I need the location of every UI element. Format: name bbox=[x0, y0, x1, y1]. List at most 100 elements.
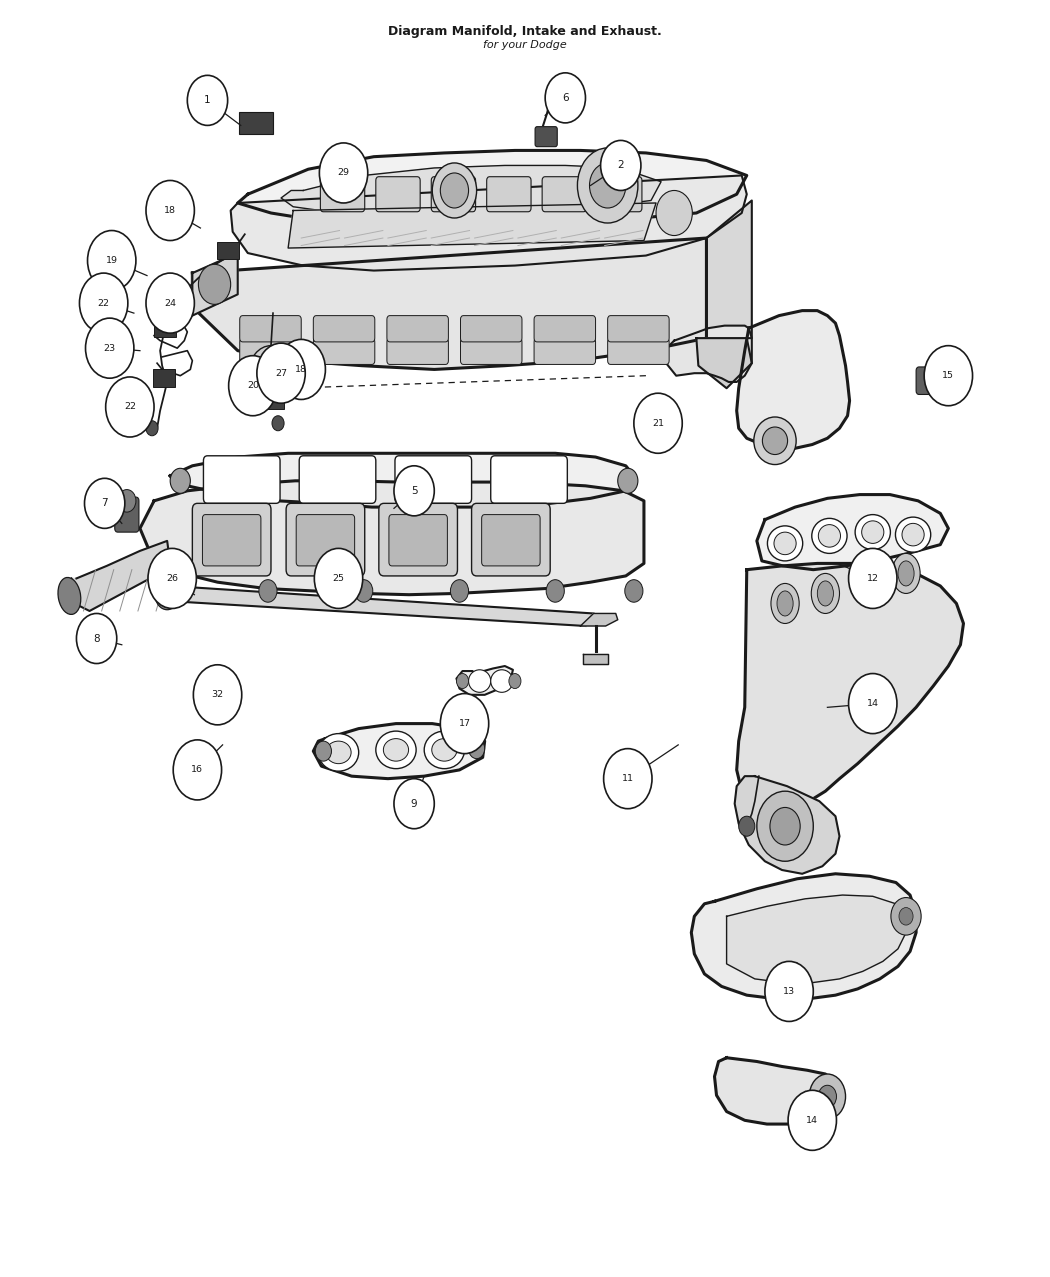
Ellipse shape bbox=[817, 581, 834, 607]
Text: 17: 17 bbox=[459, 719, 470, 728]
Circle shape bbox=[634, 393, 682, 453]
FancyBboxPatch shape bbox=[482, 515, 540, 566]
Circle shape bbox=[106, 377, 154, 437]
Ellipse shape bbox=[896, 517, 930, 552]
Circle shape bbox=[770, 807, 800, 845]
Text: 20: 20 bbox=[247, 382, 259, 391]
Polygon shape bbox=[140, 481, 644, 595]
Text: 27: 27 bbox=[275, 369, 287, 378]
FancyBboxPatch shape bbox=[536, 126, 558, 147]
Ellipse shape bbox=[852, 563, 880, 604]
FancyBboxPatch shape bbox=[376, 176, 420, 212]
Polygon shape bbox=[735, 776, 840, 873]
FancyBboxPatch shape bbox=[239, 315, 301, 342]
Polygon shape bbox=[192, 253, 237, 315]
FancyBboxPatch shape bbox=[264, 395, 285, 410]
Polygon shape bbox=[237, 151, 747, 229]
Polygon shape bbox=[707, 200, 752, 338]
Circle shape bbox=[80, 273, 128, 333]
Ellipse shape bbox=[326, 741, 351, 764]
Polygon shape bbox=[714, 1057, 836, 1124]
Text: 8: 8 bbox=[93, 633, 100, 644]
Text: 25: 25 bbox=[333, 573, 344, 582]
Circle shape bbox=[193, 665, 242, 725]
Circle shape bbox=[818, 1085, 837, 1107]
Circle shape bbox=[440, 693, 488, 753]
Text: 19: 19 bbox=[106, 257, 118, 266]
Text: 5: 5 bbox=[411, 485, 418, 495]
FancyBboxPatch shape bbox=[296, 515, 355, 566]
Circle shape bbox=[899, 908, 914, 925]
Ellipse shape bbox=[754, 418, 796, 465]
FancyBboxPatch shape bbox=[166, 286, 188, 303]
Circle shape bbox=[468, 738, 485, 759]
Polygon shape bbox=[581, 613, 617, 626]
Circle shape bbox=[924, 346, 972, 406]
Ellipse shape bbox=[812, 518, 847, 553]
Circle shape bbox=[617, 469, 638, 493]
Text: 16: 16 bbox=[191, 765, 204, 774]
Ellipse shape bbox=[468, 669, 490, 692]
FancyBboxPatch shape bbox=[432, 176, 476, 212]
Circle shape bbox=[259, 580, 277, 603]
Ellipse shape bbox=[862, 521, 884, 544]
Circle shape bbox=[890, 898, 921, 935]
Ellipse shape bbox=[432, 738, 457, 761]
Circle shape bbox=[84, 479, 125, 529]
Circle shape bbox=[394, 779, 435, 829]
Text: 2: 2 bbox=[617, 161, 624, 170]
Polygon shape bbox=[192, 238, 707, 369]
FancyBboxPatch shape bbox=[388, 515, 447, 566]
Text: 29: 29 bbox=[337, 169, 350, 178]
Circle shape bbox=[764, 962, 814, 1022]
Polygon shape bbox=[691, 873, 916, 999]
Ellipse shape bbox=[768, 526, 802, 561]
Text: 9: 9 bbox=[411, 798, 418, 808]
Ellipse shape bbox=[771, 584, 799, 623]
Circle shape bbox=[277, 340, 326, 400]
Circle shape bbox=[589, 163, 626, 208]
Ellipse shape bbox=[58, 577, 81, 614]
Ellipse shape bbox=[777, 591, 793, 616]
Circle shape bbox=[656, 190, 692, 235]
FancyBboxPatch shape bbox=[308, 358, 319, 369]
Text: Diagram Manifold, Intake and Exhaust.: Diagram Manifold, Intake and Exhaust. bbox=[388, 26, 662, 38]
Circle shape bbox=[433, 163, 477, 218]
Circle shape bbox=[155, 580, 180, 609]
Circle shape bbox=[601, 140, 640, 190]
FancyBboxPatch shape bbox=[471, 503, 550, 576]
FancyBboxPatch shape bbox=[608, 315, 669, 342]
Polygon shape bbox=[757, 494, 948, 570]
Circle shape bbox=[848, 548, 897, 608]
Circle shape bbox=[161, 580, 180, 603]
Ellipse shape bbox=[490, 669, 512, 692]
Polygon shape bbox=[231, 175, 747, 271]
Ellipse shape bbox=[902, 524, 924, 545]
FancyBboxPatch shape bbox=[299, 456, 376, 503]
Polygon shape bbox=[288, 203, 656, 248]
Circle shape bbox=[272, 416, 285, 430]
FancyBboxPatch shape bbox=[286, 503, 364, 576]
Text: 18: 18 bbox=[164, 206, 176, 215]
Text: 14: 14 bbox=[806, 1116, 818, 1125]
Polygon shape bbox=[281, 166, 662, 216]
Ellipse shape bbox=[762, 427, 788, 455]
FancyBboxPatch shape bbox=[320, 176, 364, 212]
FancyBboxPatch shape bbox=[542, 176, 587, 212]
Circle shape bbox=[148, 548, 196, 608]
Text: 6: 6 bbox=[562, 93, 569, 103]
FancyBboxPatch shape bbox=[239, 338, 301, 364]
Circle shape bbox=[229, 356, 277, 416]
FancyBboxPatch shape bbox=[386, 315, 448, 342]
FancyBboxPatch shape bbox=[534, 338, 595, 364]
Polygon shape bbox=[167, 586, 593, 626]
FancyBboxPatch shape bbox=[313, 338, 375, 364]
Ellipse shape bbox=[891, 553, 920, 594]
Polygon shape bbox=[737, 563, 964, 811]
FancyBboxPatch shape bbox=[114, 497, 139, 533]
Circle shape bbox=[170, 469, 190, 493]
Ellipse shape bbox=[383, 738, 408, 761]
Circle shape bbox=[187, 75, 228, 125]
Circle shape bbox=[394, 466, 435, 516]
Ellipse shape bbox=[898, 561, 915, 586]
